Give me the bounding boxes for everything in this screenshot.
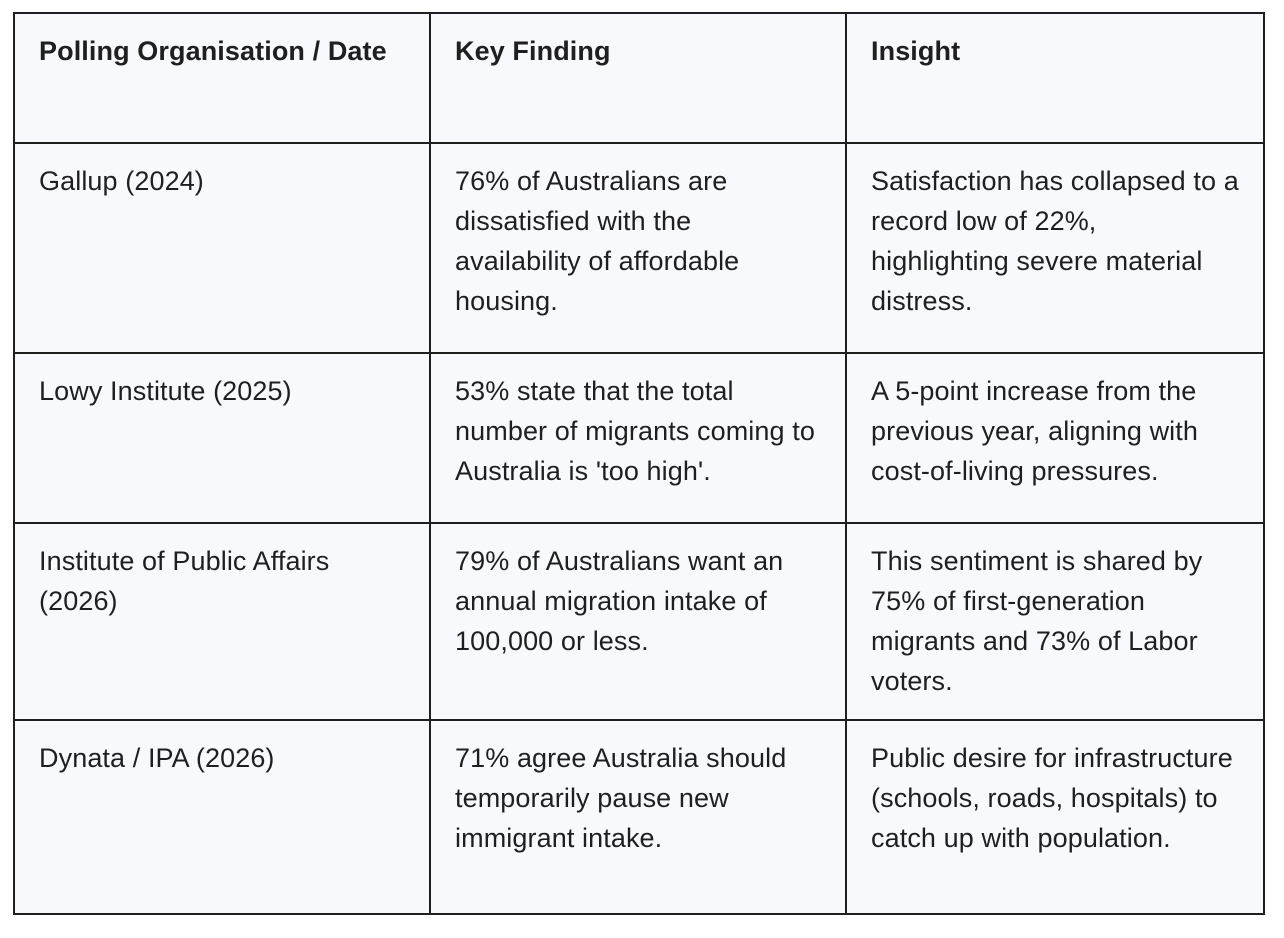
column-header-organisation: Polling Organisation / Date (13, 12, 431, 144)
finding-cell: 71% agree Australia should temporarily p… (429, 719, 847, 915)
finding-cell: 53% state that the total number of migra… (429, 352, 847, 524)
table-row: Gallup (2024) 76% of Australians are dis… (13, 142, 1265, 354)
table-row: Lowy Institute (2025) 53% state that the… (13, 352, 1265, 524)
organisation-cell: Institute of Public Affairs (2026) (13, 522, 431, 721)
organisation-cell: Gallup (2024) (13, 142, 431, 354)
finding-cell: 76% of Australians are dissatisfied with… (429, 142, 847, 354)
insight-cell: Public desire for infrastructure (school… (845, 719, 1265, 915)
polling-table: Polling Organisation / Date Key Finding … (13, 12, 1265, 915)
insight-cell: A 5-point increase from the previous yea… (845, 352, 1265, 524)
insight-cell: Satisfaction has collapsed to a record l… (845, 142, 1265, 354)
polling-table-container: Polling Organisation / Date Key Finding … (13, 12, 1265, 915)
column-header-insight: Insight (845, 12, 1265, 144)
organisation-cell: Dynata / IPA (2026) (13, 719, 431, 915)
table-header-row: Polling Organisation / Date Key Finding … (13, 12, 1265, 144)
insight-cell: This sentiment is shared by 75% of first… (845, 522, 1265, 721)
finding-cell: 79% of Australians want an annual migrat… (429, 522, 847, 721)
table-row: Dynata / IPA (2026) 71% agree Australia … (13, 719, 1265, 915)
organisation-cell: Lowy Institute (2025) (13, 352, 431, 524)
table-row: Institute of Public Affairs (2026) 79% o… (13, 522, 1265, 721)
column-header-finding: Key Finding (429, 12, 847, 144)
